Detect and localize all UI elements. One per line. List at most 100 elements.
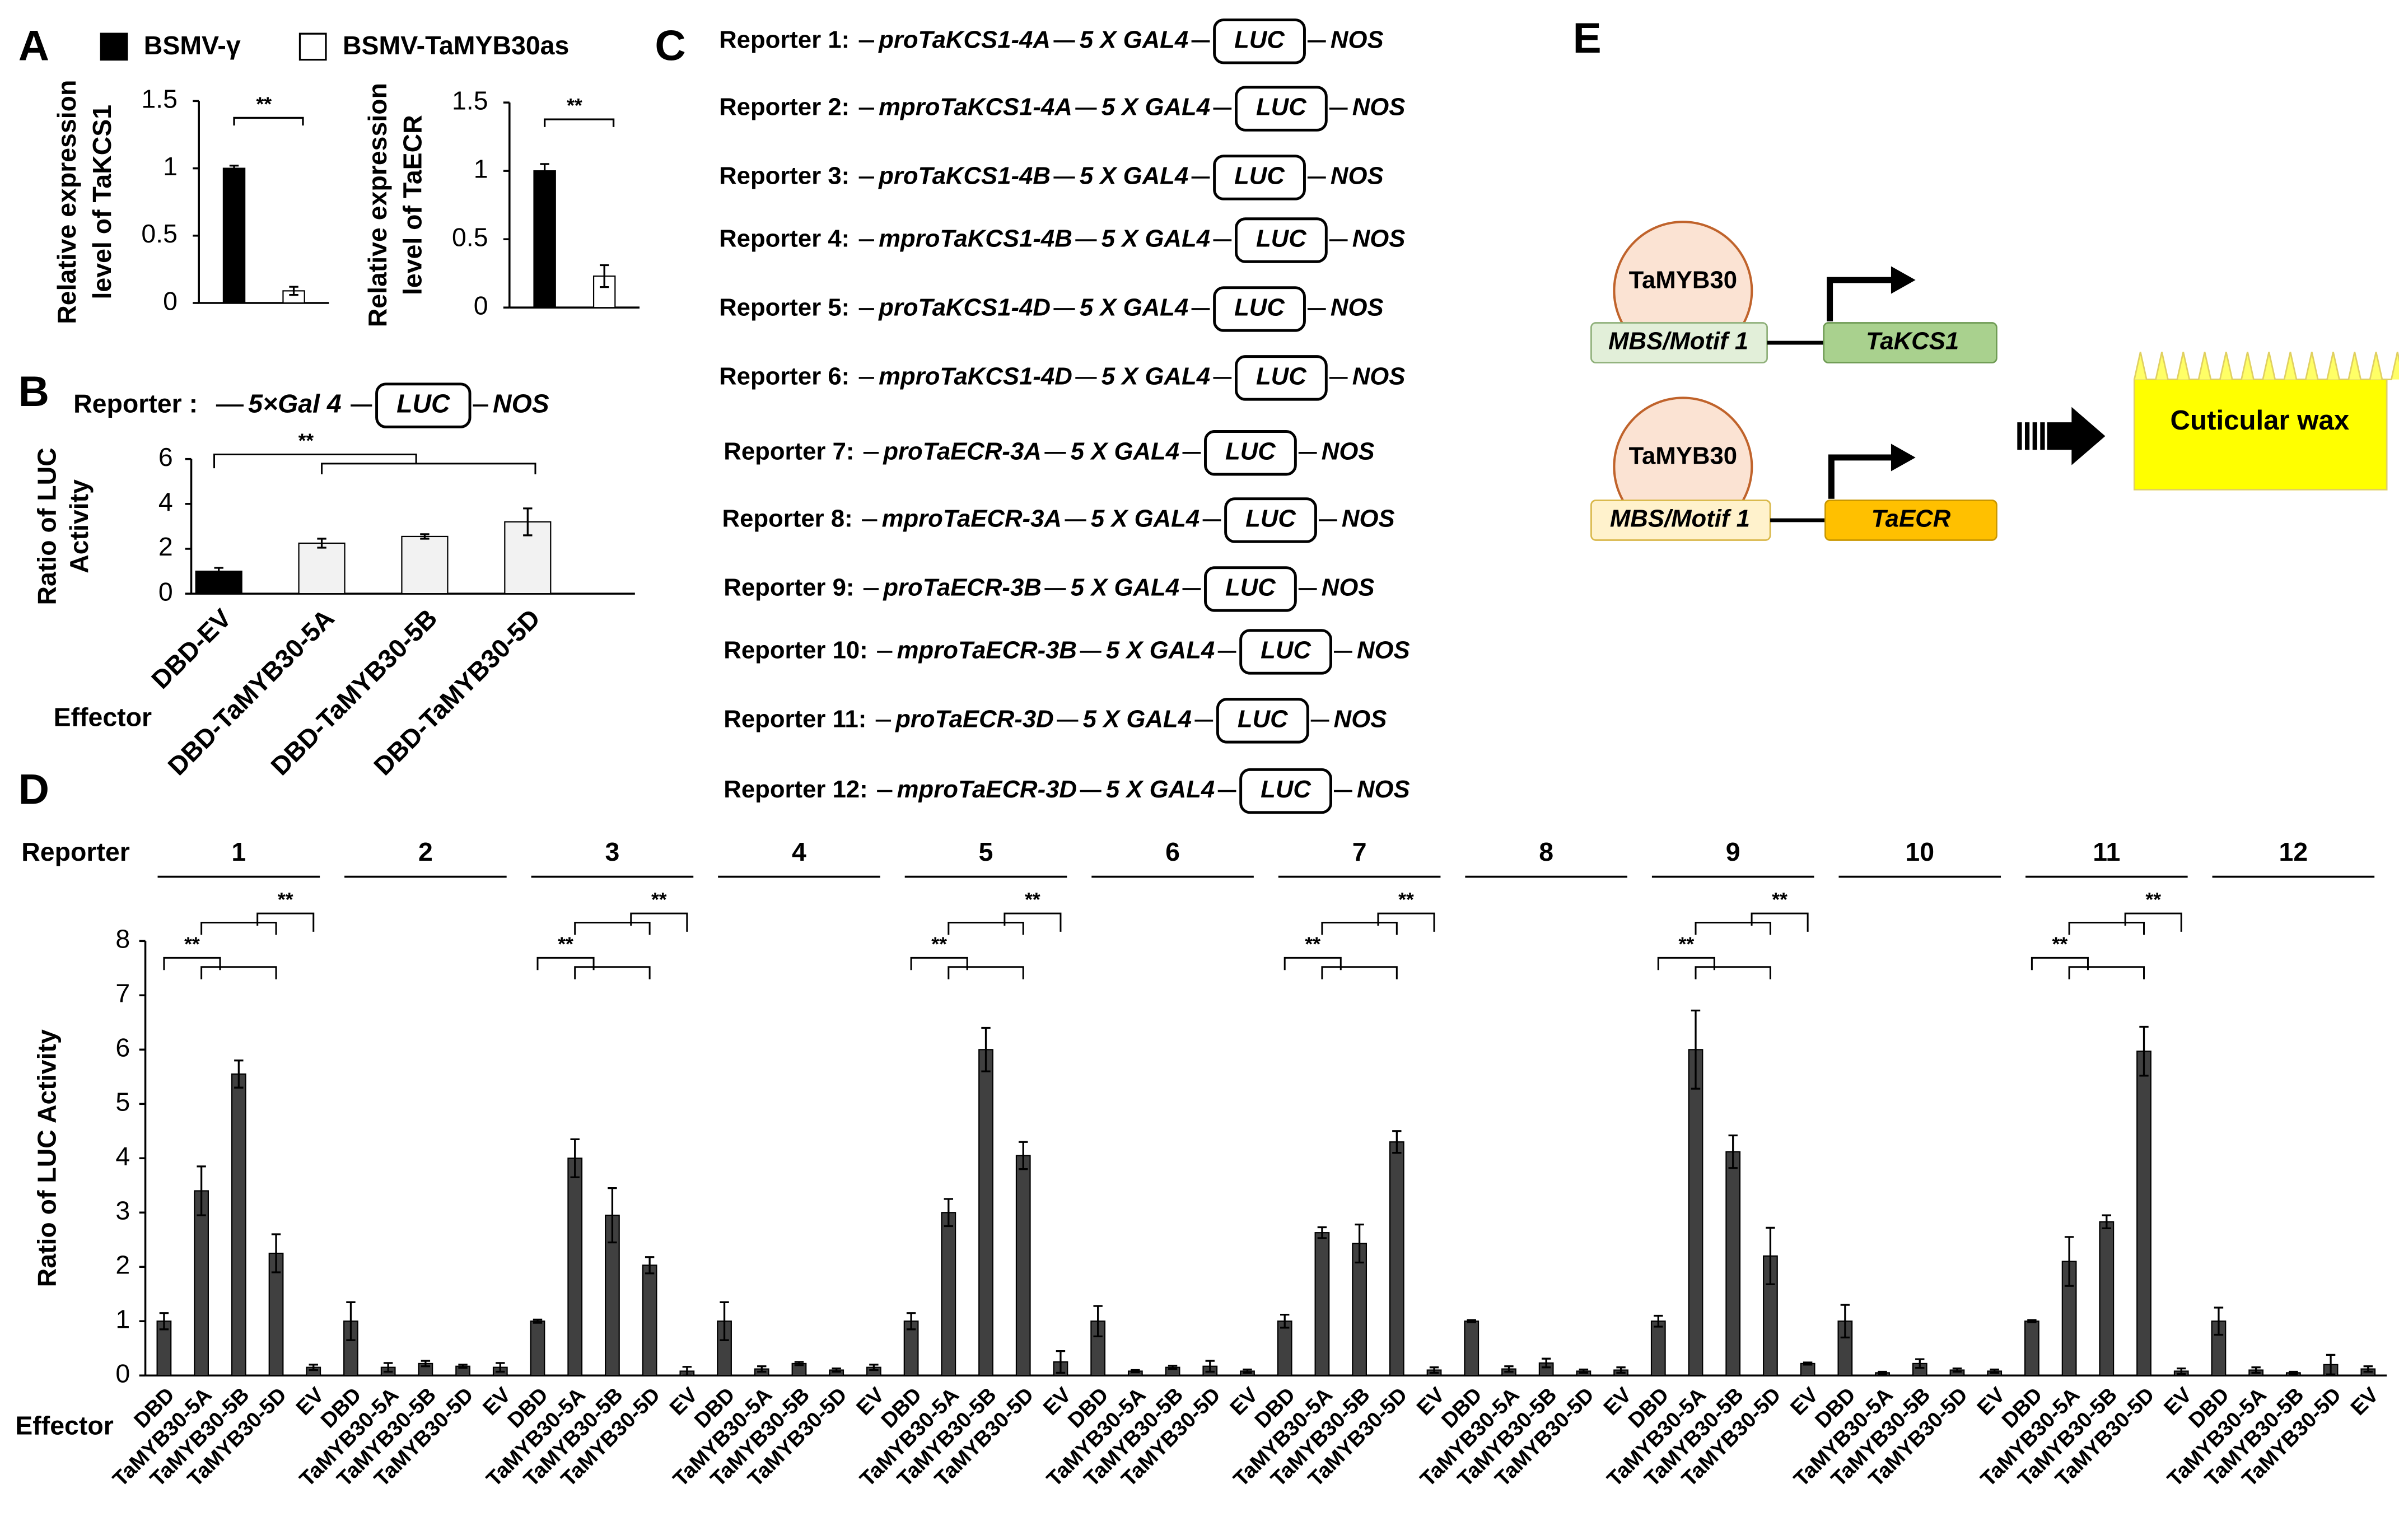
y-axis-label: Activity <box>64 479 94 573</box>
gene-label: TaECR <box>1871 505 1951 533</box>
error-bar <box>1243 1368 1252 1374</box>
error-bar <box>383 1362 393 1373</box>
terminator-label: NOS <box>493 389 549 418</box>
significance-label: ** <box>567 95 582 117</box>
error-bar <box>608 1187 617 1244</box>
terminator-label: NOS <box>1334 705 1387 732</box>
gal4-label: 5 X GAL4 <box>1080 293 1188 321</box>
gal4-label: 5 X GAL4 <box>1106 776 1215 803</box>
error-bar <box>533 1318 543 1324</box>
promoter-label: mproTaKCS1-4D <box>879 362 1072 390</box>
error-bar <box>832 1367 841 1373</box>
y-axis-label: level of TaKCS1 <box>87 105 116 300</box>
error-bar <box>234 1060 244 1089</box>
group-label: 9 <box>1726 837 1740 866</box>
error-bar <box>421 1360 431 1368</box>
x-axis-label: Effector <box>54 702 152 731</box>
error-bar <box>1392 1130 1402 1154</box>
motif-label: MBS/Motif 1 <box>1610 505 1750 533</box>
luc-box <box>1234 355 1328 401</box>
significance-bracket <box>213 453 536 475</box>
reporter-label: Reporter 7: <box>724 437 854 465</box>
terminator-label: NOS <box>1322 573 1375 601</box>
error-bar <box>214 567 223 576</box>
error-bar <box>757 1365 767 1373</box>
y-tick-label: 4 <box>158 487 173 516</box>
error-bar <box>1131 1369 1140 1374</box>
bar <box>1389 1141 1404 1376</box>
y-axis-label: Relative expression <box>52 80 81 324</box>
promoter-label: proTaECR-3A <box>883 437 1041 465</box>
significance-label: ** <box>1679 933 1695 955</box>
legend-swatch <box>100 32 128 61</box>
gal4-label: 5 X GAL4 <box>1071 437 1179 465</box>
error-bar <box>2177 1367 2186 1375</box>
significance-label: ** <box>2052 933 2068 955</box>
luc-box <box>1204 430 1297 476</box>
group-label: 8 <box>1539 837 1553 866</box>
error-bar <box>1915 1358 1925 1369</box>
luc-box <box>1213 18 1306 64</box>
y-axis-label: Ratio of LUC Activity <box>32 1029 62 1287</box>
bar <box>298 542 346 595</box>
promoter-label: mproTaECR-3D <box>897 776 1077 803</box>
gal4-label: 5 X GAL4 <box>1102 225 1210 253</box>
luc-label: LUC <box>1234 26 1285 53</box>
y-tick-label: 3 <box>115 1196 130 1225</box>
promoter-label: proTaECR-3D <box>895 705 1053 732</box>
significance-bracket <box>1283 956 1398 979</box>
promoter-label: proTaKCS1-4D <box>878 293 1051 321</box>
terminator-label: NOS <box>1357 636 1410 664</box>
error-bar <box>309 1364 318 1371</box>
error-bar <box>2363 1365 2373 1373</box>
luc-label: LUC <box>1225 437 1276 465</box>
error-bar <box>1317 1226 1327 1239</box>
error-bar <box>1504 1365 1514 1373</box>
luc-label: LUC <box>1256 225 1307 253</box>
bar <box>1464 1320 1479 1376</box>
panel-label: E <box>1573 15 1602 62</box>
error-bar <box>2102 1214 2112 1230</box>
error-bar <box>720 1301 729 1341</box>
error-bar <box>570 1138 580 1178</box>
y-axis-label: level of TaECR <box>398 115 427 295</box>
group-label: 2 <box>418 837 433 866</box>
reporter-label: Reporter 11: <box>724 705 866 732</box>
y-tick-label: 6 <box>115 1033 130 1062</box>
y-tick-label: 0.5 <box>141 219 178 248</box>
gal4-label: 5 X GAL4 <box>1102 94 1210 121</box>
significance-bracket <box>1695 912 1809 935</box>
wax-crystals <box>2134 352 2399 380</box>
error-bar <box>1168 1365 1178 1370</box>
error-bar <box>2326 1354 2336 1375</box>
tss-arrow-head <box>1891 444 1916 472</box>
panel-label: B <box>18 368 49 416</box>
error-bar <box>159 1312 169 1331</box>
group-label: 6 <box>1165 837 1180 866</box>
terminator-label: NOS <box>1352 362 1406 390</box>
significance-bracket <box>233 116 304 126</box>
y-axis-label: Relative expression <box>363 83 392 327</box>
legend-label: BSMV-TaMYB30as <box>343 31 569 60</box>
error-bar <box>1579 1368 1589 1374</box>
luc-box <box>1239 768 1332 814</box>
significance-bracket <box>574 912 688 935</box>
reporter-label: Reporter 10: <box>724 636 867 664</box>
significance-bracket <box>536 956 651 979</box>
significance-label: ** <box>184 933 200 955</box>
bar <box>2024 1320 2039 1376</box>
gal4-label: 5 X GAL4 <box>1091 505 1200 533</box>
error-bar <box>1280 1313 1290 1329</box>
error-bar <box>869 1364 879 1371</box>
error-bar <box>1952 1367 1962 1373</box>
significance-label: ** <box>1772 889 1787 911</box>
luc-box <box>1234 86 1328 132</box>
flow-arrow <box>2047 407 2106 465</box>
reporter-label: Reporter 12: <box>724 776 867 803</box>
error-bar <box>1990 1368 1999 1374</box>
legend-swatch <box>298 32 327 61</box>
factor-label: TaMYB30 <box>1629 442 1737 470</box>
gal4-label: 5 X GAL4 <box>1102 362 1210 390</box>
error-bar <box>682 1366 692 1376</box>
